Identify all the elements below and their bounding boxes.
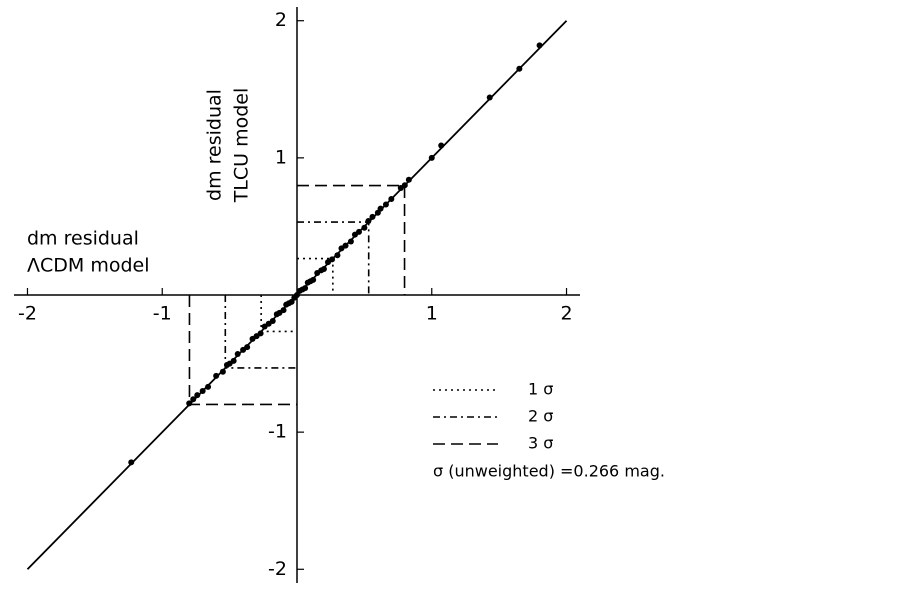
x-axis-label: ΛCDM model bbox=[27, 255, 150, 277]
point bbox=[516, 65, 523, 72]
y-tick-label: -2 bbox=[268, 558, 287, 580]
y-tick-label: 1 bbox=[275, 146, 287, 168]
point bbox=[342, 242, 349, 249]
point bbox=[347, 238, 354, 245]
y-axis-label: TLCU model bbox=[231, 88, 253, 204]
legend-label: 2 σ bbox=[528, 407, 553, 426]
point bbox=[361, 224, 368, 231]
point bbox=[213, 372, 220, 379]
y-axis-label: dm residual bbox=[204, 89, 226, 201]
point bbox=[257, 330, 264, 337]
point bbox=[199, 388, 206, 394]
annotation: σ (unweighted) =0.266 mag. bbox=[433, 462, 665, 481]
point bbox=[377, 205, 384, 212]
point bbox=[244, 344, 251, 351]
point bbox=[401, 182, 408, 189]
point bbox=[186, 400, 193, 407]
point bbox=[388, 196, 395, 202]
point bbox=[230, 357, 237, 364]
point bbox=[280, 307, 287, 314]
x-tick-label: -2 bbox=[18, 303, 37, 325]
point bbox=[486, 94, 493, 101]
point bbox=[234, 350, 241, 357]
point bbox=[405, 176, 412, 183]
x-axis-label: dm residual bbox=[27, 228, 139, 250]
legend-label: 3 σ bbox=[528, 434, 553, 453]
point bbox=[194, 392, 201, 399]
point bbox=[536, 42, 543, 49]
point bbox=[190, 396, 197, 403]
legend-label: 1 σ bbox=[528, 380, 553, 399]
point bbox=[205, 383, 212, 390]
point bbox=[219, 368, 226, 375]
legend: 1 σ 2 σ 3 σ σ (unweighted) =0.266 mag. bbox=[433, 380, 665, 481]
point bbox=[365, 217, 372, 224]
point bbox=[355, 228, 362, 235]
point bbox=[369, 213, 376, 220]
y-tick-label: -1 bbox=[268, 421, 287, 443]
point bbox=[329, 256, 336, 263]
x-tick-label: -1 bbox=[153, 303, 172, 325]
point bbox=[302, 285, 309, 292]
point bbox=[382, 201, 389, 208]
point bbox=[128, 459, 135, 466]
point bbox=[334, 252, 341, 259]
x-tick-label: 1 bbox=[426, 303, 438, 325]
point bbox=[438, 142, 445, 149]
y-tick-label: 2 bbox=[275, 9, 287, 31]
point bbox=[310, 276, 317, 283]
point bbox=[428, 154, 435, 161]
x-tick-label: 2 bbox=[560, 303, 572, 325]
point bbox=[269, 318, 276, 325]
point bbox=[320, 265, 327, 272]
